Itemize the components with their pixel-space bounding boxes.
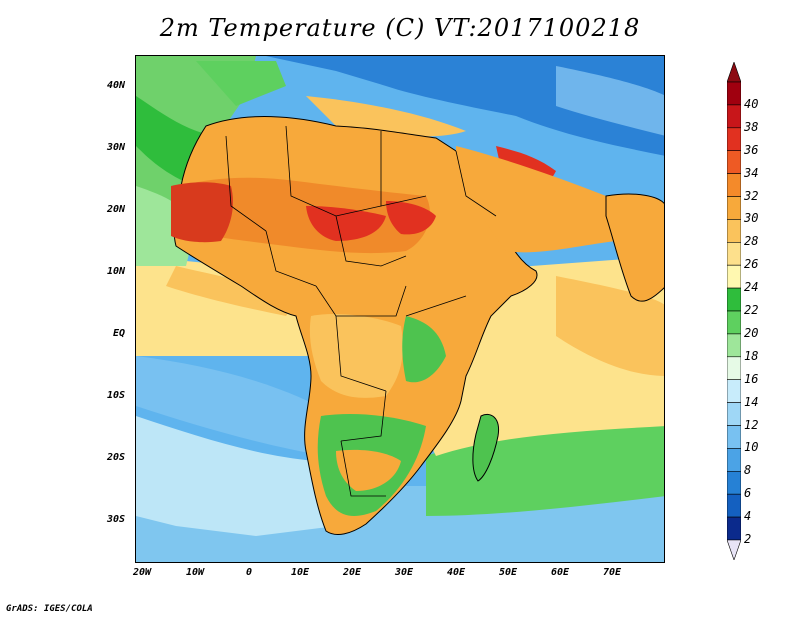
lat-label-30n: 30N [107, 142, 126, 153]
ocean-south-mid [136, 356, 336, 456]
arabia-warm [456, 146, 616, 253]
colorbar-tick-label: 24 [744, 280, 759, 295]
sahara-hottest-west [171, 182, 233, 243]
colorbar-box [727, 104, 741, 129]
lat-label-40n: 40N [107, 80, 126, 91]
colorbar-tick-label: 28 [744, 234, 759, 249]
lat-label-eq: EQ [113, 328, 126, 339]
colorbar-box [727, 150, 741, 174]
colorbar-box [727, 470, 741, 495]
map-title: 2m Temperature (C) VT:2017100218 [159, 14, 641, 42]
colorbar-box [727, 264, 741, 289]
colorbar-tick-label: 34 [744, 165, 759, 180]
colorbar-tick-label: 20 [744, 325, 759, 340]
colorbar-box [727, 402, 741, 426]
colorbar-tick-label: 36 [744, 142, 759, 157]
colorbar-box [727, 287, 741, 312]
map-panel [135, 55, 665, 563]
sahel-hot-central [306, 206, 386, 241]
lon-label-50e: 50E [499, 567, 518, 578]
lat-label-10s: 10S [107, 390, 126, 401]
lon-label-30e: 30E [395, 567, 414, 578]
colorbar-box [727, 219, 741, 243]
colorbar-tick-label: 8 [744, 463, 752, 478]
colorbar-box [727, 425, 741, 449]
grads-credit: GrADS: IGES/COLA [6, 604, 93, 614]
europe-cold-patch [556, 66, 664, 136]
colorbar-box [727, 173, 741, 197]
lat-label-10n: 10N [107, 266, 126, 277]
colorbar-box [727, 493, 741, 518]
east-africa-green [402, 316, 446, 383]
colorbar-tick-label: 26 [744, 257, 759, 272]
colorbar-bottom-arrow [727, 539, 741, 560]
lon-label-20e: 20E [343, 567, 362, 578]
lon-label-40e: 40E [447, 567, 466, 578]
colorbar-tick-label: 16 [744, 371, 759, 386]
colorbar-box [727, 196, 741, 220]
colorbar-box [727, 81, 741, 106]
colorbar-tick-label: 12 [744, 417, 759, 432]
lon-label-70e: 70E [603, 567, 622, 578]
ocean-arabian-warm [556, 276, 664, 376]
temperature-map [136, 56, 664, 562]
ocean-atlantic-gulf [166, 266, 296, 316]
ocean-south-cool [136, 416, 346, 536]
colorbar-tick-label: 2 [744, 532, 752, 546]
colorbar-box [727, 516, 741, 541]
colorbar-tick-label: 32 [744, 188, 759, 203]
lon-label-60e: 60E [551, 567, 570, 578]
colorbar [727, 62, 741, 560]
colorbar-top-arrow [727, 62, 741, 83]
europe-green-coast [196, 61, 286, 106]
colorbar-tick-label: 4 [744, 509, 752, 524]
madagascar [472, 413, 500, 482]
lon-label-10w: 10W [186, 567, 205, 578]
lon-label-20w: 20W [133, 567, 152, 578]
colorbar-tick-label: 40 [744, 96, 759, 111]
colorbar-tick-label: 30 [744, 211, 759, 226]
colorbar-tick-label: 10 [744, 440, 759, 455]
colorbar-box [727, 310, 741, 335]
country-borders [225, 125, 497, 497]
india-land [605, 193, 664, 302]
kalahari-warm [336, 449, 401, 491]
colorbar-tick-label: 14 [744, 394, 759, 409]
colorbar-box [727, 379, 741, 403]
colorbar-box [727, 333, 741, 358]
congo-green [309, 314, 403, 398]
sahel-hot-east [386, 201, 436, 235]
colorbar-box [727, 448, 741, 472]
lat-label-20n: 20N [107, 204, 126, 215]
lat-label-30s: 30S [107, 514, 126, 525]
colorbar-box [727, 356, 741, 380]
colorbar-tick-label: 38 [744, 119, 759, 134]
colorbar-tick-label: 22 [744, 303, 759, 317]
colorbar-box [727, 127, 741, 152]
colorbar-tick-label: 6 [744, 486, 752, 501]
lat-label-20s: 20S [107, 452, 126, 463]
colorbar-box [727, 242, 741, 266]
lon-label-0: 0 [246, 567, 253, 578]
lon-label-10e: 10E [291, 567, 310, 578]
colorbar-tick-label: 18 [744, 348, 759, 363]
